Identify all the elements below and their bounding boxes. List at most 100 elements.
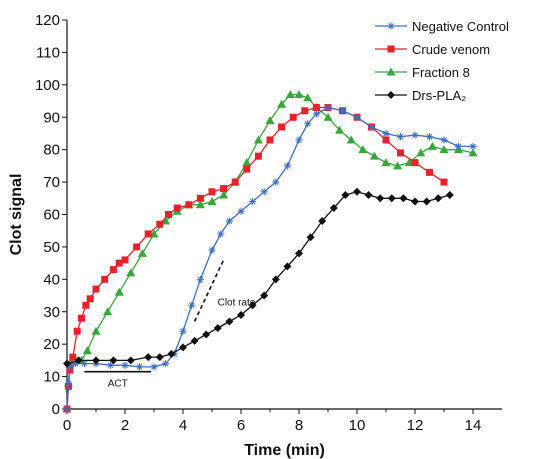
data-point-negative-control: [208, 246, 216, 254]
data-point-negative-control: [283, 162, 291, 170]
data-point-drs-pla: [329, 204, 338, 213]
data-point-drs-pla: [260, 291, 269, 300]
data-point-crude-venom: [426, 168, 433, 176]
y-tick-label: 20: [43, 336, 60, 353]
data-point-fraction-8: [103, 307, 113, 316]
data-point-fraction-8: [161, 216, 171, 225]
data-point-drs-pla: [411, 197, 419, 206]
y-tick-label: 80: [43, 142, 60, 159]
data-point-fraction-8: [346, 135, 356, 144]
legend-item-fraction-8: Fraction 8: [375, 65, 470, 80]
y-tick-label: 110: [36, 44, 60, 61]
data-point-negative-control: [249, 197, 257, 206]
y-tick-label: 30: [43, 304, 60, 321]
data-point-negative-control: [411, 131, 419, 139]
data-point-negative-control: [353, 113, 361, 121]
data-point-drs-pla: [364, 191, 373, 200]
y-tick-label: 10: [43, 369, 60, 386]
data-point-crude-venom: [301, 107, 309, 115]
legend-marker-fraction-8: [386, 67, 396, 76]
data-point-crude-venom: [101, 275, 109, 283]
legend-marker-drs-pla: [387, 91, 395, 99]
x-tick-label: 10: [349, 417, 366, 434]
legend-label: Drs-PLA₂: [412, 88, 466, 103]
data-point-drs-pla: [237, 310, 245, 319]
data-point-crude-venom: [266, 136, 274, 144]
data-point-fraction-8: [114, 287, 124, 296]
clot-rate-line: [193, 259, 225, 322]
data-point-fraction-8: [91, 326, 101, 335]
data-point-fraction-8: [303, 93, 313, 102]
data-point-drs-pla: [213, 323, 222, 332]
data-point-negative-control: [121, 361, 129, 369]
data-point-fraction-8: [219, 190, 229, 199]
y-tick-label: 120: [35, 12, 60, 29]
data-point-negative-control: [237, 207, 245, 215]
data-point-fraction-8: [404, 158, 414, 167]
legend-label: Fraction 8: [412, 65, 470, 80]
data-point-drs-pla: [422, 197, 431, 206]
data-point-crude-venom: [121, 256, 129, 264]
data-point-crude-venom: [173, 204, 181, 212]
data-point-crude-venom: [86, 295, 94, 303]
data-point-crude-venom: [109, 266, 117, 274]
data-point-drs-pla: [109, 356, 118, 365]
data-point-fraction-8: [277, 99, 287, 108]
legend-marker-crude-venom: [387, 45, 395, 53]
data-point-crude-venom: [312, 104, 320, 112]
data-point-crude-venom: [254, 152, 262, 160]
data-point-drs-pla: [202, 330, 211, 339]
data-point-negative-control: [324, 103, 332, 112]
data-point-drs-pla: [155, 353, 164, 362]
data-point-fraction-8: [285, 90, 295, 99]
data-point-crude-venom: [73, 327, 81, 335]
data-point-crude-venom: [69, 353, 77, 361]
data-point-negative-control: [382, 129, 390, 138]
clot-rate-label: Clot rate: [218, 297, 256, 308]
data-point-drs-pla: [306, 233, 315, 242]
data-point-fraction-8: [126, 268, 136, 277]
x-tick-label: 2: [121, 417, 129, 434]
data-point-crude-venom: [208, 188, 216, 196]
x-axis-title: Time (min): [244, 442, 325, 459]
data-point-drs-pla: [179, 343, 187, 352]
data-point-negative-control: [64, 379, 73, 387]
data-point-negative-control: [338, 107, 347, 115]
data-point-negative-control: [304, 120, 312, 128]
data-point-crude-venom: [289, 113, 297, 121]
data-point-negative-control: [179, 327, 187, 335]
data-point-crude-venom: [156, 220, 164, 228]
data-point-drs-pla: [445, 191, 454, 200]
legend-label: Crude venom: [412, 42, 490, 57]
data-point-negative-control: [135, 363, 144, 371]
data-point-fraction-8: [335, 125, 345, 134]
x-tick-label: 12: [407, 417, 424, 434]
series-layer: [62, 90, 478, 413]
data-point-drs-pla: [92, 356, 100, 365]
y-tick-label: 100: [35, 77, 60, 94]
legend-marker-negative-control: [387, 22, 395, 30]
data-point-drs-pla: [387, 194, 396, 203]
y-tick-label: 0: [52, 401, 60, 418]
y-tick-label: 90: [43, 109, 60, 126]
data-point-drs-pla: [341, 191, 350, 200]
data-point-crude-venom: [165, 211, 172, 218]
data-point-drs-pla: [167, 349, 176, 358]
data-point-negative-control: [469, 142, 477, 151]
y-tick-label: 60: [43, 207, 60, 224]
data-point-negative-control: [188, 301, 196, 309]
data-point-crude-venom: [397, 149, 404, 157]
data-point-negative-control: [312, 110, 320, 118]
data-point-crude-venom: [115, 259, 123, 267]
data-point-fraction-8: [265, 115, 275, 124]
data-point-crude-venom: [133, 243, 141, 251]
data-point-fraction-8: [242, 158, 252, 167]
data-point-negative-control: [80, 360, 88, 368]
data-point-negative-control: [106, 361, 115, 369]
data-point-negative-control: [150, 363, 158, 371]
data-point-drs-pla: [74, 356, 83, 365]
x-tick-label: 0: [63, 417, 71, 434]
data-point-drs-pla: [63, 359, 71, 368]
data-point-drs-pla: [353, 187, 361, 196]
y-axis-title: Clot signal: [8, 174, 25, 256]
